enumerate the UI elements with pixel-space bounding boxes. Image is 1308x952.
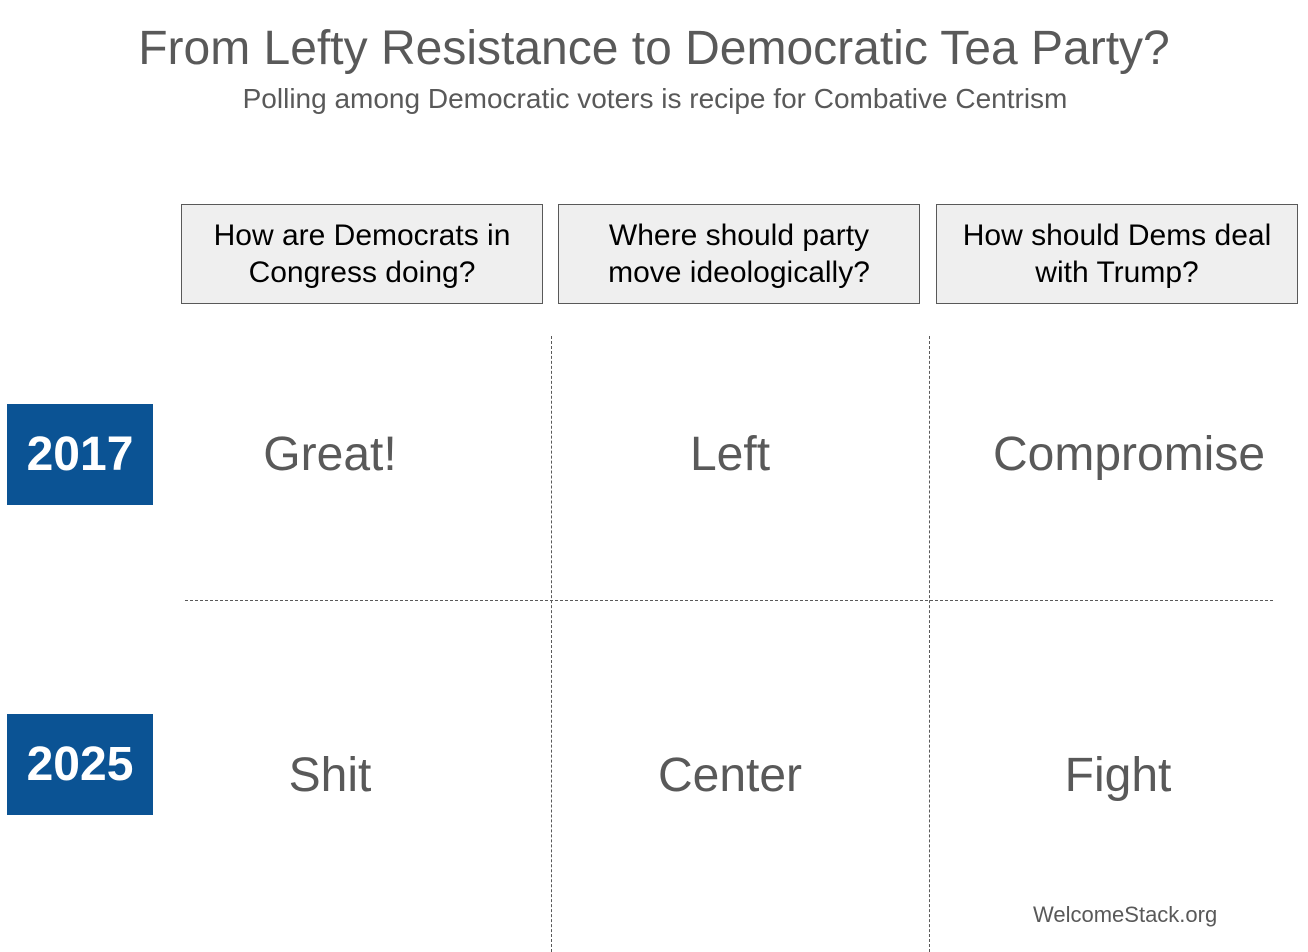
answer-2017-ideology: Left [689, 428, 771, 481]
answer-2025-trump: Fight [1064, 749, 1172, 802]
page-subtitle: Polling among Democratic voters is recip… [242, 83, 1068, 114]
answer-2025-congress: Shit [288, 749, 372, 802]
answer-2017-congress: Great! [263, 428, 397, 481]
page-title: From Lefty Resistance to Democratic Tea … [138, 22, 1170, 75]
question-ideological-direction: Where should party move ideologically? [558, 204, 920, 304]
year-label-2017: 2017 [7, 404, 153, 505]
column-divider-1 [551, 336, 552, 952]
source-credit: WelcomeStack.org [1033, 902, 1218, 927]
question-deal-with-trump: How should Dems deal with Trump? [936, 204, 1298, 304]
year-label-2025: 2025 [7, 714, 153, 815]
answer-2017-trump: Compromise [992, 428, 1266, 481]
row-divider [185, 600, 1273, 601]
question-congress-performance: How are Democrats in Congress doing? [181, 204, 543, 304]
answer-2025-ideology: Center [657, 749, 803, 802]
column-divider-2 [929, 336, 930, 952]
